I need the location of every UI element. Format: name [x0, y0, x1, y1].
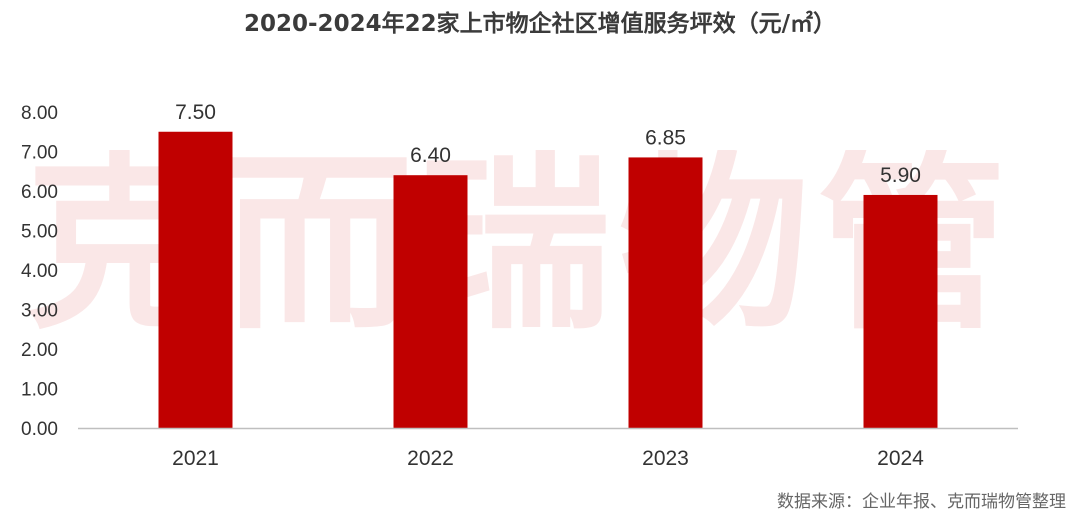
- y-tick-label: 5.00: [21, 222, 58, 243]
- bar-value-label: 7.50: [175, 101, 216, 124]
- y-tick-label: 3.00: [21, 301, 58, 322]
- chart-title: 2020-2024年22家上市物企社区增值服务坪效（元/㎡）: [244, 11, 836, 37]
- y-tick-label: 1.00: [21, 380, 58, 401]
- y-tick-label: 2.00: [21, 340, 58, 361]
- y-tick-label: 0.00: [21, 419, 58, 440]
- y-tick-label: 8.00: [21, 103, 58, 124]
- bar-value-label: 6.85: [645, 126, 686, 149]
- x-tick-label: 2021: [172, 447, 219, 470]
- source-note: 数据来源：企业年报、克而瑞物管整理: [777, 492, 1066, 512]
- x-tick-label: 2023: [642, 447, 689, 470]
- y-tick-label: 7.00: [21, 143, 58, 164]
- bar: [863, 194, 938, 428]
- x-tick-label: 2024: [877, 447, 924, 470]
- bar-value-label: 5.90: [880, 164, 921, 187]
- bar: [393, 175, 468, 428]
- y-tick-label: 6.00: [21, 182, 58, 203]
- bar: [628, 157, 703, 429]
- bar-value-label: 6.40: [410, 144, 451, 167]
- bar: [158, 131, 233, 428]
- x-tick-label: 2022: [407, 447, 454, 470]
- y-tick-label: 4.00: [21, 261, 58, 282]
